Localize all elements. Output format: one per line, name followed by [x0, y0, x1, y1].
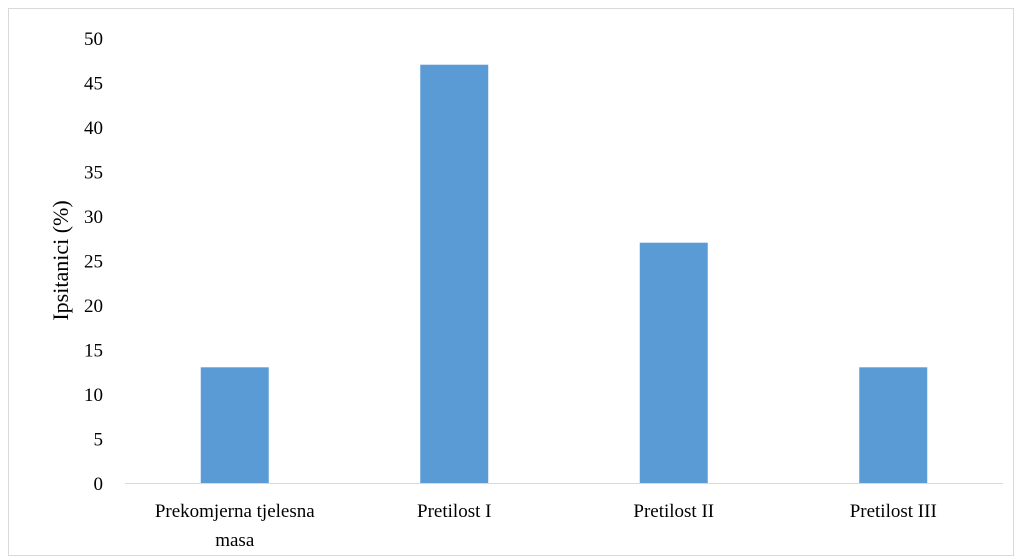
y-tick-label: 45 [84, 74, 103, 95]
x-axis-labels: Prekomjerna tjelesna masa Pretilost I Preti… [155, 501, 937, 551]
y-tick-label: 30 [84, 207, 103, 228]
bar [420, 64, 489, 483]
x-tick-label: Pretilost II [633, 501, 714, 522]
x-tick-label-line: Pretilost II [633, 501, 714, 522]
y-tick-label: 35 [84, 163, 103, 184]
y-axis-ticks: 0 5 10 15 20 25 30 35 40 45 50 [84, 29, 103, 495]
bar [859, 367, 928, 483]
bar [639, 242, 708, 483]
x-tick-label-line: Prekomjerna tjelesna [155, 501, 315, 522]
y-tick-label: 40 [84, 118, 103, 139]
x-tick-label-line: masa [215, 530, 255, 551]
y-tick-label: 10 [84, 385, 103, 406]
y-tick-label: 0 [94, 474, 104, 495]
x-tick-label: Pretilost I [417, 501, 491, 522]
y-tick-label: 50 [84, 29, 103, 50]
y-tick-label: 20 [84, 296, 103, 317]
x-tick-label: Pretilost III [850, 501, 937, 522]
chart-frame [8, 8, 1014, 556]
x-tick-label: Prekomjerna tjelesna masa [155, 501, 315, 551]
y-tick-label: 15 [84, 341, 103, 362]
x-tick-label-line: Pretilost III [850, 501, 937, 522]
y-axis-title: Ipsitanici (%) [48, 200, 73, 320]
y-tick-label: 5 [94, 430, 104, 451]
bars [200, 64, 928, 483]
y-tick-label: 25 [84, 252, 103, 273]
bar [200, 367, 269, 483]
x-tick-label-line: Pretilost I [417, 501, 491, 522]
